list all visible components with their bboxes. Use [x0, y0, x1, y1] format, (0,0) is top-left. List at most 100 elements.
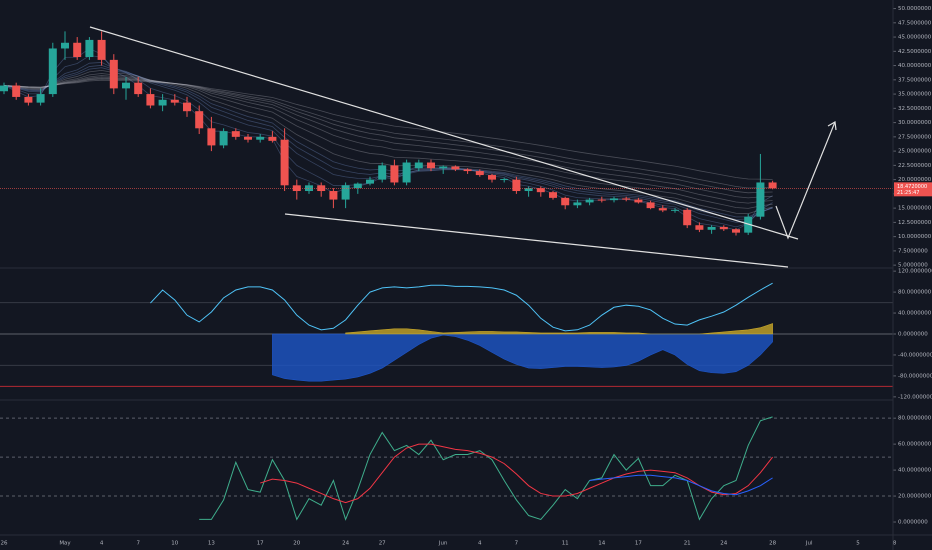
candle-body — [427, 162, 435, 169]
candle-body — [231, 131, 240, 137]
x-tick-label: 27 — [379, 541, 386, 547]
x-tick-label: 14 — [598, 541, 605, 547]
candle-body — [244, 136, 252, 140]
candle-body — [732, 229, 740, 233]
y-tick-label: 20.0000000 — [898, 177, 932, 183]
ema-ribbon — [3, 55, 773, 228]
x-tick-label: 8 — [893, 541, 897, 547]
candle-body — [48, 48, 57, 95]
arrow-head — [827, 121, 837, 131]
y-tick-label: 22.5000000 — [898, 163, 932, 169]
y-tick-label: 15.0000000 — [898, 206, 932, 212]
x-tick-label: 20 — [293, 541, 300, 547]
x-tick-label: 26 — [1, 541, 8, 547]
y-tick-label: 40.0000000 — [898, 311, 932, 317]
y-tick-label: 10.0000000 — [898, 234, 932, 240]
last-price-badge — [894, 182, 932, 197]
candle-body — [488, 175, 496, 180]
y-tick-label: 0.0000000 — [898, 520, 928, 526]
area — [272, 333, 773, 382]
y-tick-label: 5.0000000 — [898, 263, 928, 269]
candle-body — [317, 185, 326, 192]
candle-body — [109, 59, 118, 89]
last-price-label: 18.4720000 — [897, 184, 927, 190]
x-tick-label: 17 — [635, 541, 642, 547]
x-tick-label: 4 — [100, 541, 104, 547]
x-tick-label: 13 — [208, 541, 215, 547]
x-tick-label: 21 — [684, 541, 691, 547]
y-tick-label: 47.5000000 — [898, 20, 932, 26]
candle-body — [524, 188, 533, 192]
y-tick-label: 20.0000000 — [898, 494, 932, 500]
candle-body — [170, 99, 179, 103]
candle-body — [622, 198, 631, 200]
x-tick-label: Jun — [438, 541, 448, 547]
y-tick-label: 42.5000000 — [898, 49, 932, 55]
candle-body — [195, 111, 204, 129]
candle-body — [97, 39, 106, 60]
candle-body — [0, 85, 8, 92]
candle-body — [585, 199, 594, 203]
candle-body — [24, 96, 33, 103]
x-tick-label: 11 — [562, 541, 569, 547]
y-tick-label: 40.0000000 — [898, 468, 932, 474]
candle-body — [85, 39, 94, 58]
trend-line — [89, 26, 799, 240]
candle-body — [683, 209, 692, 226]
candle-body — [610, 198, 618, 201]
y-tick-label: 35.0000000 — [898, 92, 932, 98]
candle-body — [561, 197, 570, 206]
x-tick-label: 5 — [856, 541, 860, 547]
x-tick-label: Jul — [805, 541, 813, 547]
candle-body — [207, 128, 216, 146]
candle-body — [768, 182, 777, 189]
y-tick-label: 32.5000000 — [898, 106, 932, 112]
ema-ribbon — [3, 48, 773, 231]
y-tick-label: 27.5000000 — [898, 134, 932, 140]
candle-body — [268, 136, 277, 141]
y-tick-label: 80.0000000 — [898, 290, 932, 296]
candle-body — [256, 136, 265, 140]
ema-ribbon — [3, 77, 773, 194]
candle-body — [36, 94, 45, 103]
candle-body — [549, 192, 557, 198]
candle-body — [658, 208, 667, 211]
candle-body — [536, 188, 545, 193]
candle-body — [219, 131, 228, 146]
line — [260, 443, 773, 504]
candle-body — [12, 85, 21, 97]
x-tick-label: 10 — [171, 541, 178, 547]
candle-body — [451, 166, 460, 170]
candle-body — [512, 179, 521, 192]
candle-body — [341, 185, 350, 200]
ema-ribbon — [3, 76, 773, 199]
candle-body — [671, 209, 679, 211]
candle-body — [353, 183, 362, 189]
candle-body — [134, 82, 143, 95]
ema-ribbon — [3, 75, 773, 204]
y-tick-label: 50.0000000 — [898, 6, 932, 12]
y-tick-label: 30.0000000 — [898, 120, 932, 126]
candle-body — [122, 82, 130, 89]
candle-body — [158, 99, 167, 106]
y-tick-label: -40.0000000 — [898, 352, 932, 358]
drawings — [89, 26, 837, 268]
ema-ribbon — [3, 73, 773, 209]
y-tick-label: 7.5000000 — [898, 248, 928, 254]
y-tick-label: 120.0000000 — [898, 269, 932, 275]
ema-ribbon — [3, 67, 773, 218]
line — [589, 474, 773, 496]
candle-body — [646, 202, 655, 209]
y-tick-label: 60.0000000 — [898, 442, 932, 448]
y-tick-label: 0.0000000 — [898, 332, 928, 338]
y-tick-label: 45.0000000 — [898, 35, 932, 41]
candle-body — [463, 169, 472, 172]
x-tick-label: 24 — [720, 541, 727, 547]
ema-ribbon — [3, 78, 773, 189]
line — [150, 282, 773, 332]
candle-body — [280, 139, 289, 186]
candle-body — [146, 94, 155, 106]
projection-arrow — [775, 121, 836, 240]
